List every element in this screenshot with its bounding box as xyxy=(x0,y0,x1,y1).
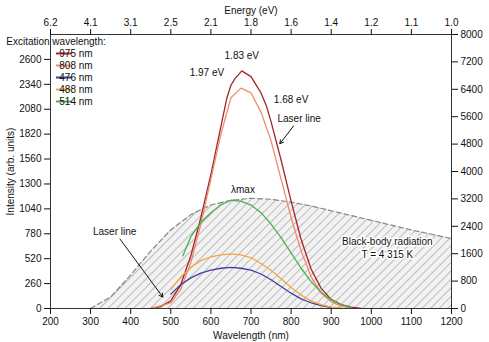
svg-text:1.1: 1.1 xyxy=(404,17,418,28)
svg-text:4.1: 4.1 xyxy=(84,17,98,28)
svg-text:514 nm: 514 nm xyxy=(59,96,92,107)
svg-text:Black-body radiation: Black-body radiation xyxy=(342,236,433,247)
svg-text:1.0: 1.0 xyxy=(445,17,459,28)
svg-text:200: 200 xyxy=(42,316,59,327)
svg-text:808 nm: 808 nm xyxy=(59,60,92,71)
svg-text:600: 600 xyxy=(203,316,220,327)
svg-text:1600: 1600 xyxy=(461,248,484,259)
svg-text:0: 0 xyxy=(461,303,467,314)
svg-text:1300: 1300 xyxy=(19,178,42,189)
svg-text:3200: 3200 xyxy=(461,193,484,204)
svg-text:800: 800 xyxy=(461,275,478,286)
svg-text:1.4: 1.4 xyxy=(324,17,338,28)
svg-text:1.97 eV: 1.97 eV xyxy=(190,67,225,78)
svg-text:1820: 1820 xyxy=(19,128,42,139)
svg-text:1000: 1000 xyxy=(360,316,383,327)
svg-text:975 nm: 975 nm xyxy=(59,48,92,59)
svg-text:2340: 2340 xyxy=(19,79,42,90)
svg-text:780: 780 xyxy=(25,228,42,239)
svg-text:6.2: 6.2 xyxy=(44,17,58,28)
svg-text:800: 800 xyxy=(283,316,300,327)
svg-text:2400: 2400 xyxy=(461,221,484,232)
svg-text:Wavelength (nm): Wavelength (nm) xyxy=(213,330,289,341)
svg-text:2.5: 2.5 xyxy=(164,17,178,28)
svg-text:400: 400 xyxy=(122,316,139,327)
svg-text:1.2: 1.2 xyxy=(364,17,378,28)
svg-text:4800: 4800 xyxy=(461,138,484,149)
svg-text:0: 0 xyxy=(36,303,42,314)
svg-text:Laser line: Laser line xyxy=(93,226,137,237)
svg-text:Laser line: Laser line xyxy=(277,113,321,124)
svg-text:476 nm: 476 nm xyxy=(59,72,92,83)
svg-text:6400: 6400 xyxy=(461,84,484,95)
svg-text:7200: 7200 xyxy=(461,56,484,67)
svg-text:Energy (eV): Energy (eV) xyxy=(224,5,277,16)
svg-text:1.8: 1.8 xyxy=(244,17,258,28)
svg-text:2.1: 2.1 xyxy=(204,17,218,28)
svg-text:2080: 2080 xyxy=(19,103,42,114)
svg-text:1560: 1560 xyxy=(19,153,42,164)
svg-text:4000: 4000 xyxy=(461,166,484,177)
svg-text:900: 900 xyxy=(323,316,340,327)
svg-text:520: 520 xyxy=(25,253,42,264)
svg-text:8000: 8000 xyxy=(461,29,484,40)
svg-text:3.1: 3.1 xyxy=(124,17,138,28)
svg-text:500: 500 xyxy=(162,316,179,327)
svg-text:λmax: λmax xyxy=(231,184,255,195)
svg-text:1100: 1100 xyxy=(401,316,423,327)
svg-text:1.68 eV: 1.68 eV xyxy=(274,94,309,105)
svg-text:5600: 5600 xyxy=(461,111,484,122)
svg-text:T = 4 315 K: T = 4 315 K xyxy=(361,249,413,260)
svg-text:Excitation wavelength:: Excitation wavelength: xyxy=(6,36,106,47)
svg-text:488 nm: 488 nm xyxy=(59,84,92,95)
svg-text:2600: 2600 xyxy=(19,54,42,65)
svg-text:1040: 1040 xyxy=(19,203,42,214)
svg-text:1200: 1200 xyxy=(440,316,463,327)
svg-text:700: 700 xyxy=(243,316,260,327)
svg-text:260: 260 xyxy=(25,278,42,289)
svg-text:300: 300 xyxy=(82,316,99,327)
svg-text:Intensity (arb. units): Intensity (arb. units) xyxy=(5,128,16,216)
svg-text:1.6: 1.6 xyxy=(284,17,298,28)
svg-text:1.83 eV: 1.83 eV xyxy=(225,50,260,61)
